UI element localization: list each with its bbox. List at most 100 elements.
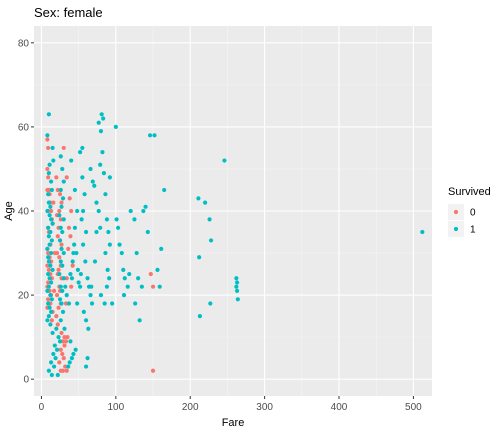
data-point-survived-0 xyxy=(55,234,60,239)
data-point-survived-1 xyxy=(122,276,127,281)
data-point-survived-1 xyxy=(61,276,66,281)
data-point-survived-1 xyxy=(64,292,69,298)
data-point-survived-1 xyxy=(83,318,89,323)
data-point-survived-1 xyxy=(107,242,112,247)
data-point-survived-1 xyxy=(57,271,62,277)
major-gridlines xyxy=(34,26,432,396)
data-point-survived-1 xyxy=(58,259,63,264)
data-point-survived-1 xyxy=(72,187,78,193)
x-tick-label: 0 xyxy=(39,402,45,413)
data-point-survived-1 xyxy=(92,183,97,188)
data-point-survived-0 xyxy=(57,208,62,214)
data-point-survived-1 xyxy=(98,292,104,298)
data-point-survived-0 xyxy=(58,217,63,222)
data-point-survived-1 xyxy=(66,364,71,369)
data-point-survived-1 xyxy=(94,229,99,235)
data-point-survived-0 xyxy=(46,297,51,302)
data-point-survived-1 xyxy=(75,267,80,272)
data-point-survived-1 xyxy=(78,284,83,289)
data-point-survived-1 xyxy=(107,175,112,180)
data-point-survived-1 xyxy=(60,263,65,268)
data-point-survived-0 xyxy=(45,137,50,142)
data-point-survived-1 xyxy=(46,284,51,289)
data-point-survived-1 xyxy=(117,242,122,247)
data-point-survived-0 xyxy=(63,364,68,369)
data-point-survived-0 xyxy=(60,351,65,357)
data-point-survived-1 xyxy=(88,166,93,172)
data-point-survived-1 xyxy=(107,276,112,281)
data-point-survived-1 xyxy=(96,208,101,214)
data-point-survived-1 xyxy=(235,297,240,302)
data-point-survived-1 xyxy=(75,301,80,306)
data-point-survived-0 xyxy=(46,145,51,151)
data-point-survived-1 xyxy=(48,322,53,327)
data-points xyxy=(45,112,425,378)
data-point-survived-0 xyxy=(69,208,74,214)
data-point-survived-1 xyxy=(45,288,50,293)
data-point-survived-1 xyxy=(48,204,53,209)
data-point-survived-1 xyxy=(128,208,133,214)
data-point-survived-1 xyxy=(90,179,95,184)
data-point-survived-1 xyxy=(102,301,107,306)
data-point-survived-1 xyxy=(51,351,56,357)
data-point-survived-0 xyxy=(52,250,57,256)
data-point-survived-1 xyxy=(420,229,425,235)
data-point-survived-1 xyxy=(73,347,78,352)
data-point-survived-1 xyxy=(88,292,93,298)
data-point-survived-1 xyxy=(59,301,64,306)
y-tick-label: 20 xyxy=(18,291,30,302)
data-point-survived-1 xyxy=(49,250,54,256)
data-point-survived-1 xyxy=(196,196,201,201)
data-point-survived-1 xyxy=(125,284,130,289)
data-point-survived-0 xyxy=(64,368,69,373)
data-point-survived-1 xyxy=(70,259,75,264)
data-point-survived-0 xyxy=(60,368,66,373)
legend-key-0 xyxy=(453,209,459,215)
data-point-survived-1 xyxy=(159,246,164,251)
data-point-survived-1 xyxy=(58,187,63,193)
data-point-survived-1 xyxy=(49,309,54,315)
chart-title: Sex: female xyxy=(34,5,103,20)
data-point-survived-1 xyxy=(51,364,57,369)
data-point-survived-1 xyxy=(60,309,66,315)
data-point-survived-1 xyxy=(114,217,119,222)
data-point-survived-0 xyxy=(65,335,70,340)
data-point-survived-1 xyxy=(61,217,66,222)
legend-label-1: 1 xyxy=(470,225,476,236)
data-point-survived-1 xyxy=(100,150,105,155)
data-point-survived-1 xyxy=(222,158,227,163)
data-point-survived-1 xyxy=(49,280,54,285)
data-point-survived-1 xyxy=(47,213,52,218)
data-point-survived-0 xyxy=(69,284,74,289)
data-point-survived-1 xyxy=(69,356,75,361)
data-point-survived-1 xyxy=(46,192,51,197)
data-point-survived-1 xyxy=(80,208,86,214)
data-point-survived-1 xyxy=(89,301,95,306)
legend-title: Survived xyxy=(448,186,491,198)
data-point-survived-1 xyxy=(98,162,103,167)
data-point-survived-1 xyxy=(60,288,65,293)
data-point-survived-1 xyxy=(76,280,81,285)
data-point-survived-1 xyxy=(134,250,139,256)
data-point-survived-1 xyxy=(47,242,52,247)
data-point-survived-0 xyxy=(54,314,59,319)
data-point-survived-1 xyxy=(143,204,148,209)
data-point-survived-1 xyxy=(71,351,76,357)
data-point-survived-0 xyxy=(45,263,50,268)
data-point-survived-1 xyxy=(61,179,66,184)
data-point-survived-1 xyxy=(147,133,153,138)
data-point-survived-1 xyxy=(49,238,54,243)
data-point-survived-1 xyxy=(49,297,54,302)
data-point-survived-0 xyxy=(61,356,66,361)
data-point-survived-0 xyxy=(59,200,64,205)
data-point-survived-1 xyxy=(80,242,86,247)
data-point-survived-1 xyxy=(162,187,167,193)
data-point-survived-1 xyxy=(96,120,101,125)
data-point-survived-1 xyxy=(46,259,51,264)
data-point-survived-1 xyxy=(80,175,85,180)
data-point-survived-1 xyxy=(46,171,51,176)
data-point-survived-1 xyxy=(63,284,68,289)
data-point-survived-1 xyxy=(66,301,72,306)
data-point-survived-1 xyxy=(54,326,59,331)
data-point-survived-1 xyxy=(68,339,73,344)
